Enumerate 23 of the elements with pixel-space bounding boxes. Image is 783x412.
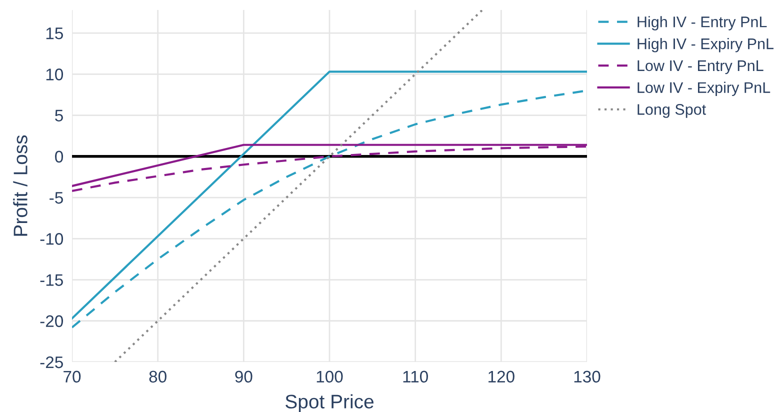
x-axis-title: Spot Price — [286, 394, 374, 412]
legend-label: Low IV - Entry PnL — [638, 60, 764, 74]
legend-label: Low IV - Expiry PnL — [638, 82, 770, 96]
x-tick-label: 80 — [149, 370, 166, 383]
y-tick-label: 5 — [55, 110, 63, 122]
y-tick-label: 15 — [46, 28, 63, 40]
x-tick-label: 120 — [488, 370, 514, 383]
y-axis-title: Profit / Loss — [13, 135, 28, 236]
x-tick-label: 90 — [235, 370, 252, 383]
legend-label: High IV - Entry PnL — [638, 16, 767, 30]
y-tick-label: -5 — [50, 192, 63, 204]
y-tick-label: -10 — [40, 233, 64, 245]
y-tick-label: 10 — [46, 68, 64, 80]
y-tick-label: -15 — [40, 274, 63, 286]
legend-label: Long Spot — [638, 104, 706, 118]
y-tick-label: -25 — [40, 356, 63, 368]
x-tick-label: 100 — [316, 370, 343, 383]
y-tick-label: 0 — [55, 150, 64, 163]
legend-label: High IV - Expiry PnL — [638, 38, 774, 52]
y-tick-label: -20 — [40, 315, 64, 328]
x-tick-label: 130 — [574, 370, 600, 383]
x-tick-label: 110 — [403, 370, 428, 383]
x-tick-label: 70 — [64, 370, 81, 383]
